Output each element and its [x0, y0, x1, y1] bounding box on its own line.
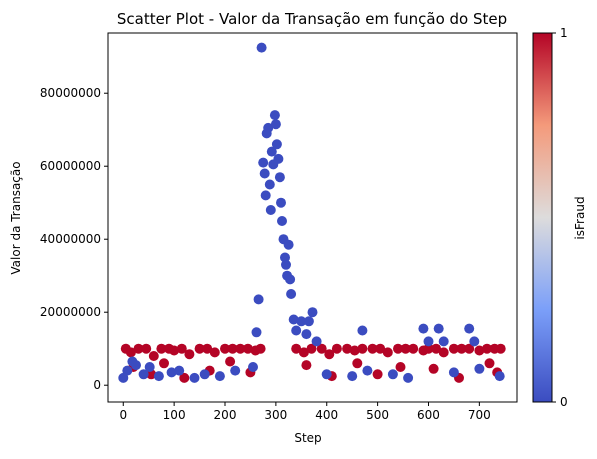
- nonfraud-point: [145, 362, 155, 372]
- x-tick-label: 700: [468, 408, 491, 422]
- fraud-point: [256, 344, 266, 354]
- nonfraud-point: [424, 336, 434, 346]
- nonfraud-point: [276, 198, 286, 208]
- y-tick-label: 20000000: [40, 305, 101, 319]
- nonfraud-point: [304, 316, 314, 326]
- fraud-point: [357, 344, 367, 354]
- fraud-point: [373, 369, 383, 379]
- fraud-point: [496, 344, 506, 354]
- y-axis-label: Valor da Transação: [9, 161, 23, 274]
- nonfraud-point: [174, 366, 184, 376]
- nonfraud-point: [215, 371, 225, 381]
- nonfraud-point: [258, 158, 268, 168]
- fraud-point: [408, 344, 418, 354]
- nonfraud-point: [265, 180, 275, 190]
- fraud-point: [396, 362, 406, 372]
- nonfraud-point: [357, 326, 367, 336]
- nonfraud-point: [469, 336, 479, 346]
- nonfraud-point: [464, 324, 474, 334]
- fraud-point: [159, 358, 169, 368]
- y-tick-label: 0: [93, 378, 101, 392]
- fraud-point: [383, 347, 393, 357]
- nonfraud-point: [449, 367, 459, 377]
- nonfraud-point: [362, 366, 372, 376]
- fraud-point: [149, 351, 159, 361]
- nonfraud-point: [131, 360, 141, 370]
- x-tick-label: 500: [366, 408, 389, 422]
- x-tick-label: 300: [264, 408, 287, 422]
- nonfraud-point: [230, 366, 240, 376]
- fraud-point: [332, 344, 342, 354]
- nonfraud-point: [248, 362, 258, 372]
- nonfraud-point: [284, 240, 294, 250]
- nonfraud-point: [261, 190, 271, 200]
- x-tick-label: 400: [315, 408, 338, 422]
- fraud-point: [439, 347, 449, 357]
- nonfraud-point: [312, 336, 322, 346]
- fraud-point: [141, 344, 151, 354]
- nonfraud-point: [277, 216, 287, 226]
- scatter-points: [118, 43, 505, 383]
- nonfraud-point: [272, 139, 282, 149]
- nonfraud-point: [347, 371, 357, 381]
- y-tick-label: 80000000: [40, 86, 101, 100]
- nonfraud-point: [474, 364, 484, 374]
- nonfraud-point: [495, 371, 505, 381]
- fraud-point: [225, 357, 235, 367]
- nonfraud-point: [252, 327, 262, 337]
- nonfraud-point: [301, 329, 311, 339]
- colorbar-tick-label: 0: [560, 395, 568, 409]
- nonfraud-point: [200, 369, 210, 379]
- x-tick-label: 0: [119, 408, 127, 422]
- nonfraud-point: [260, 169, 270, 179]
- nonfraud-point: [418, 324, 428, 334]
- nonfraud-point: [154, 371, 164, 381]
- nonfraud-point: [270, 110, 280, 120]
- nonfraud-point: [308, 307, 318, 317]
- x-tick-label: 100: [163, 408, 186, 422]
- nonfraud-point: [434, 324, 444, 334]
- y-tick-label: 40000000: [40, 232, 101, 246]
- nonfraud-point: [271, 119, 281, 129]
- nonfraud-point: [190, 373, 200, 383]
- y-tick-label: 60000000: [40, 159, 101, 173]
- colorbar-ticks: 01: [552, 26, 568, 409]
- nonfraud-point: [439, 336, 449, 346]
- nonfraud-point: [257, 43, 267, 53]
- fraud-point: [352, 358, 362, 368]
- nonfraud-point: [254, 294, 264, 304]
- x-tick-label: 200: [214, 408, 237, 422]
- nonfraud-point: [285, 274, 295, 284]
- y-axis: 0 20000000 40000000 60000000 80000000: [40, 86, 108, 392]
- nonfraud-point: [291, 326, 301, 336]
- nonfraud-point: [122, 366, 132, 376]
- nonfraud-point: [281, 260, 291, 270]
- nonfraud-point: [322, 369, 332, 379]
- nonfraud-point: [275, 172, 285, 182]
- colorbar: [533, 33, 552, 402]
- fraud-point: [485, 358, 495, 368]
- nonfraud-point: [273, 154, 283, 164]
- chart-title: Scatter Plot - Valor da Transação em fun…: [117, 10, 507, 28]
- fraud-point: [301, 360, 311, 370]
- x-tick-label: 600: [417, 408, 440, 422]
- nonfraud-point: [403, 373, 413, 383]
- colorbar-label: isFraud: [573, 196, 587, 239]
- x-axis: 0 100 200 300 400 500 600 700: [119, 402, 490, 422]
- x-axis-label: Step: [294, 431, 321, 445]
- nonfraud-point: [266, 205, 276, 215]
- colorbar-tick-label: 1: [560, 26, 568, 40]
- nonfraud-point: [388, 369, 398, 379]
- nonfraud-point: [286, 289, 296, 299]
- fraud-point: [210, 347, 220, 357]
- fraud-point: [429, 364, 439, 374]
- fraud-point: [184, 349, 194, 359]
